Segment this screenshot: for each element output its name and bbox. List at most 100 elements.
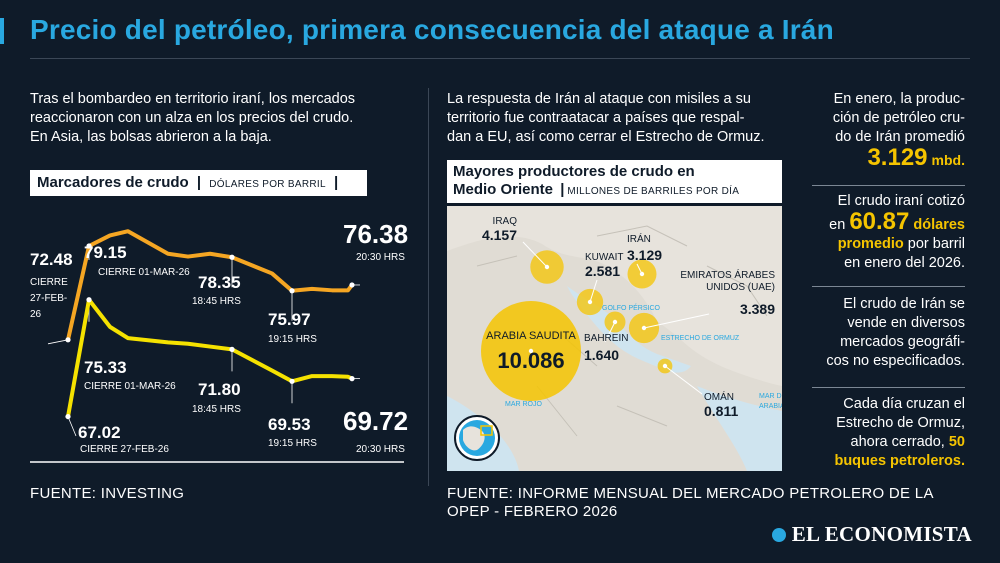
fact-line: mercados geográfi- — [840, 334, 965, 350]
water-label-arabia: ARABIA — [759, 403, 782, 410]
price-time-label: 20:30 HRS — [356, 444, 405, 455]
el-economista-logo: EL ECONOMISTA — [771, 522, 972, 547]
fact-line: Estrecho de Ormuz, — [836, 415, 965, 431]
producer-value-label: 4.157 — [482, 227, 517, 243]
fact-highlight: promedio — [837, 236, 904, 252]
producer-leader-line — [604, 321, 616, 343]
price-value-label: 71.80 — [198, 380, 241, 399]
price-point — [208, 345, 212, 348]
map-land-shade — [447, 236, 782, 471]
price-point — [346, 375, 350, 379]
left-source: FUENTE: INVESTING — [30, 485, 185, 502]
chart-header: Marcadores de crudo | DÓLARES POR BARRIL… — [30, 170, 367, 196]
label-leader-line — [47, 339, 69, 345]
producer-center-dot — [528, 348, 534, 354]
price-time-label: CIERRE 01-MAR-26 — [84, 381, 176, 392]
price-point — [330, 288, 334, 292]
left-intro-line: reaccionaron con un alza en los precios … — [30, 110, 354, 126]
price-point — [166, 340, 170, 344]
price-time-label: CIERRE 01-MAR-26 — [98, 267, 190, 278]
price-value-label: 69.53 — [268, 415, 311, 434]
price-point — [126, 336, 130, 340]
fact-text: en — [829, 217, 846, 233]
water-label-ormuz: ESTRECHO DE ORMUZ — [661, 335, 740, 342]
producer-leader-line — [664, 365, 703, 395]
price-value-label: 69.72 — [343, 406, 408, 436]
brand-name: EL ECONOMISTA — [791, 522, 972, 546]
fact-line: Cada día cruzan el — [843, 396, 965, 412]
logo-mark-icon — [771, 528, 786, 542]
price-time-label: 20:30 HRS — [356, 252, 405, 263]
fact-text: por barril — [907, 236, 965, 252]
producer-value-label: 2.581 — [585, 263, 620, 279]
producer-value-label: 0.811 — [704, 403, 738, 419]
price-point — [346, 288, 350, 292]
map-subtitle: MILLONES DE BARRILES POR DÍA — [567, 186, 740, 197]
fact-iran-price: El crudo iraní cotizó en 60.87 dólares p… — [800, 192, 965, 273]
producer-value-label: 10.086 — [497, 348, 564, 373]
fact-divider — [812, 185, 965, 186]
oil-producers-map: GOLFO PÉRSICO ESTRECHO DE ORMUZ MAR ROJO MA… — [447, 206, 782, 471]
fact-highlight: 50 — [948, 434, 965, 450]
map-header: Mayores productores de crudo en Medio Or… — [447, 160, 782, 203]
fact-line: do de Irán promedió — [835, 129, 965, 145]
arabian-sea-shape — [697, 386, 782, 471]
middle-intro: La respuesta de Irán al ataque con misil… — [447, 90, 807, 147]
fact-text: ahora cerrado, — [850, 434, 945, 450]
left-intro-line: En Asia, las bolsas abrieron a la baja. — [30, 129, 272, 145]
producer-name-label: IRÁN — [627, 232, 651, 245]
label-anchor-dot — [65, 337, 71, 343]
producer-leader-line — [522, 241, 548, 268]
price-value-label: 75.33 — [84, 358, 127, 377]
chart-subtitle: DÓLARES POR BARRIL — [209, 179, 326, 190]
fact-ormuz-tankers: Cada día cruzan el Estrecho de Ormuz, ah… — [800, 395, 965, 471]
price-point — [310, 374, 314, 378]
price-point — [126, 229, 130, 233]
middle-source: FUENTE: INFORME MENSUAL DEL MERCADO PETR… — [447, 485, 987, 521]
price-point — [166, 252, 170, 256]
fact-number: 60.87 — [849, 208, 910, 235]
fact-line: El crudo iraní cotizó — [837, 193, 965, 209]
producer-name-label: OMÁN — [704, 390, 734, 403]
fact-highlight: dólares — [913, 217, 965, 233]
price-value-label: 72.48 — [30, 250, 73, 269]
label-anchor-dot — [229, 346, 235, 352]
price-time-label: CIERRE — [30, 277, 68, 288]
price-time-label: 27-FEB- — [30, 293, 67, 304]
producer-name-label: BAHREIN — [584, 333, 628, 344]
label-leader-line — [67, 416, 77, 437]
price-time-label: 18:45 HRS — [192, 404, 241, 415]
price-point — [208, 252, 212, 256]
label-anchor-dot — [65, 413, 71, 420]
price-time-label: 18:45 HRS — [192, 296, 241, 307]
title-divider — [30, 58, 970, 59]
fact-line: ción de petróleo cru- — [832, 110, 965, 126]
producer-name-label: ARABIA SAUDITA — [486, 330, 576, 342]
fact-line: cos no especificados. — [826, 353, 965, 369]
producer-leader-line — [589, 279, 598, 303]
middle-intro-line: dan a EU, así como cerrar el Estrecho de… — [447, 129, 765, 145]
middle-source-line: FUENTE: INFORME MENSUAL DEL MERCADO PETR… — [447, 485, 934, 502]
price-time-label: 26 — [30, 309, 42, 320]
label-anchor-dot — [229, 254, 235, 260]
label-anchor-dot — [349, 376, 355, 382]
label-anchor-dot — [349, 282, 355, 288]
column-divider — [428, 88, 429, 486]
fact-unit: mbd. — [931, 152, 965, 168]
price-value-label: 78.35 — [198, 273, 241, 292]
globe-land — [463, 426, 485, 451]
price-value-label: 67.02 — [78, 423, 121, 442]
fact-line: en enero del 2026. — [844, 255, 965, 271]
left-intro: Tras el bombardeo en territorio iraní, l… — [30, 90, 410, 147]
fact-number: 3.129 — [867, 144, 928, 171]
label-anchor-dot — [289, 378, 295, 384]
map-title-line1: Mayores productores de crudo en — [453, 163, 695, 180]
price-value-label: 76.38 — [343, 219, 408, 249]
producer-value-label: 3.129 — [627, 247, 662, 263]
producer-leader-line — [643, 313, 710, 329]
fact-line: vende en diversos — [847, 315, 965, 331]
price-time-label: 19:15 HRS — [268, 438, 317, 449]
price-value-label: 79.15 — [84, 243, 127, 262]
fact-highlight: buques petroleros. — [834, 453, 965, 469]
chart-title: Marcadores de crudo — [37, 174, 189, 191]
